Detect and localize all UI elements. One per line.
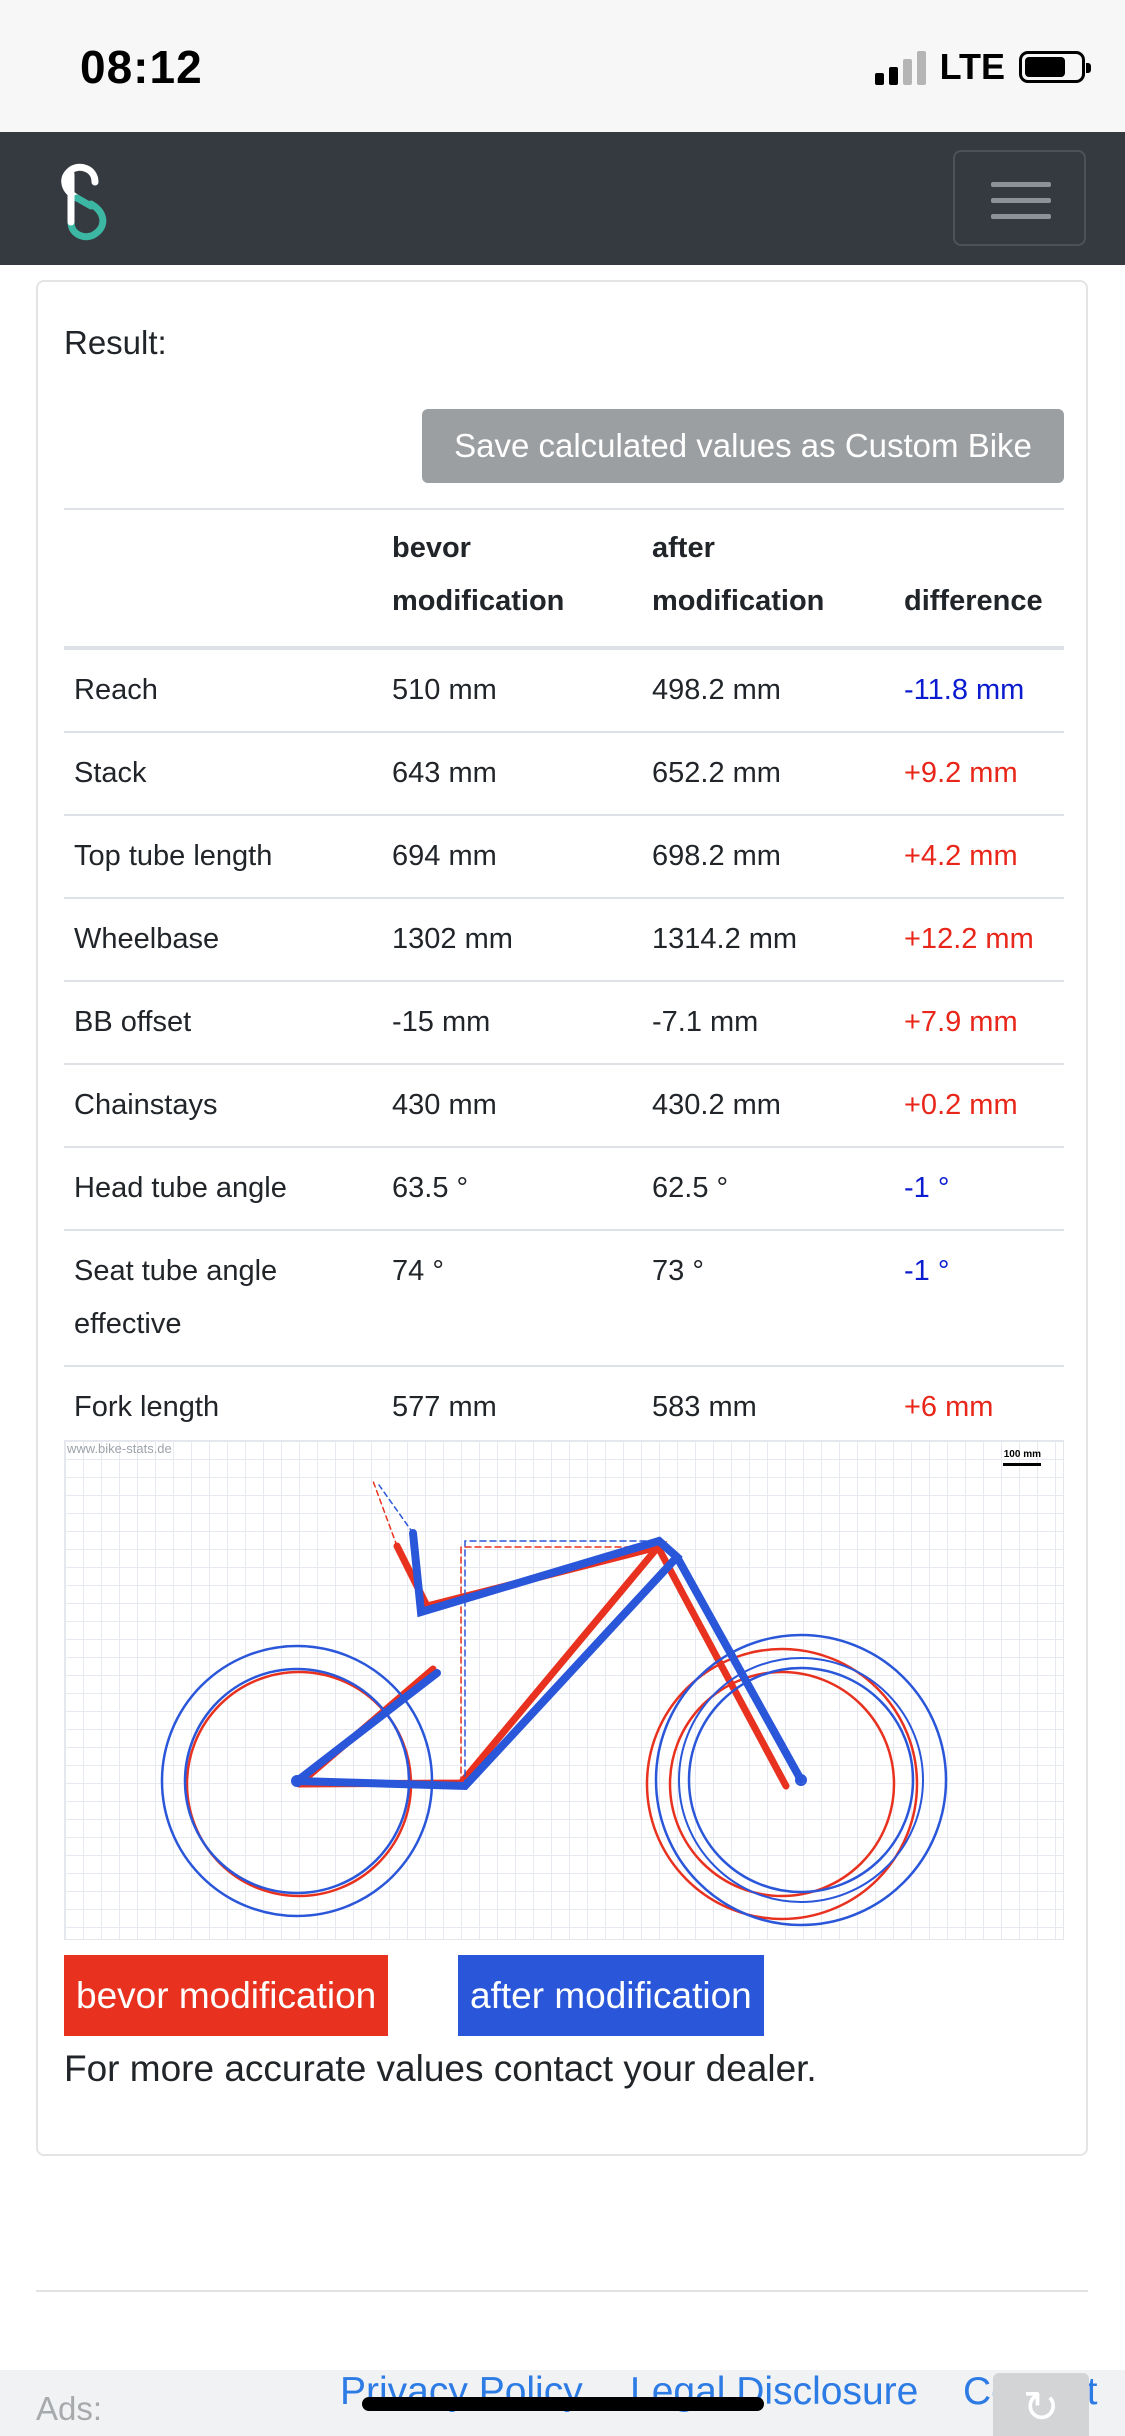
row-before-cell: 74 ° bbox=[382, 1229, 642, 1366]
hamburger-icon-line bbox=[991, 214, 1051, 219]
table-row: Reach 510 mm 498.2 mm -11.8 mm bbox=[64, 648, 1064, 732]
front-wheel-outer-after bbox=[654, 1633, 948, 1927]
frame-lines-before bbox=[295, 1540, 668, 1788]
row-difference-cell: +4.2 mm bbox=[894, 814, 1064, 898]
table-header-after: after modification bbox=[642, 508, 894, 650]
table-row: Top tube length 694 mm 698.2 mm +4.2 mm bbox=[64, 814, 1064, 898]
hamburger-icon-line bbox=[991, 198, 1051, 203]
reload-icon[interactable]: ↻ bbox=[993, 2372, 1089, 2436]
rear-axle-after bbox=[291, 1775, 303, 1787]
row-difference-cell: +9.2 mm bbox=[894, 731, 1064, 815]
row-label-cell: Top tube length bbox=[64, 814, 382, 898]
row-after-cell: 498.2 mm bbox=[652, 674, 781, 706]
row-difference-cell: -1 ° bbox=[894, 1146, 1064, 1230]
row-before-cell: 694 mm bbox=[382, 814, 642, 898]
geometry-table: bevor modification after modification di… bbox=[64, 508, 1064, 1448]
dealer-note: For more accurate values contact your de… bbox=[64, 2048, 817, 2089]
scale-bar bbox=[1003, 1463, 1041, 1466]
row-label-cell: Reach bbox=[74, 674, 158, 706]
legend-after: after modification bbox=[458, 1955, 764, 2036]
table-header-row: bevor modification after modification di… bbox=[64, 508, 1064, 650]
front-wheel-outer-before bbox=[645, 1647, 919, 1921]
row-label-cell: Head tube angle bbox=[64, 1146, 382, 1230]
status-time: 08:12 bbox=[80, 41, 203, 93]
row-label-cell: Wheelbase bbox=[64, 897, 382, 981]
seatstay-after bbox=[293, 1669, 441, 1785]
ads-label: Ads: bbox=[36, 2390, 103, 2427]
row-after-cell: 583 mm bbox=[642, 1365, 894, 1448]
scale-label: 100 mm bbox=[1003, 1449, 1041, 1460]
table-header-before: bevor modification bbox=[382, 508, 642, 650]
menu-toggle-button[interactable] bbox=[953, 150, 1086, 246]
table-row: BB offset -15 mm -7.1 mm +7.9 mm bbox=[64, 980, 1064, 1064]
drawing-watermark: www.bike-stats.de bbox=[67, 1441, 172, 1456]
stack-reach-before bbox=[460, 1546, 659, 1784]
hamburger-icon bbox=[991, 182, 1051, 187]
seat-extension-after bbox=[378, 1484, 414, 1534]
row-after-cell: -7.1 mm bbox=[642, 980, 894, 1064]
row-before-cell: 63.5 ° bbox=[382, 1146, 642, 1230]
status-indicators: LTE bbox=[874, 46, 1091, 88]
row-before-cell: 643 mm bbox=[382, 731, 642, 815]
row-before-cell: 577 mm bbox=[382, 1365, 642, 1448]
save-custom-bike-button[interactable]: Save calculated values as Custom Bike bbox=[422, 409, 1064, 483]
status-bar: 08:12 LTE bbox=[0, 0, 1125, 132]
table-row: Head tube angle 63.5 ° 62.5 ° -1 ° bbox=[64, 1146, 1064, 1230]
row-after-cell: 652.2 mm bbox=[642, 731, 894, 815]
divider bbox=[36, 2290, 1088, 2292]
signal-icon bbox=[874, 49, 926, 85]
row-before-cell: 510 mm bbox=[392, 674, 497, 706]
network-label: LTE bbox=[939, 46, 1005, 87]
row-before-cell: 1302 mm bbox=[382, 897, 642, 981]
row-after-cell: 698.2 mm bbox=[642, 814, 894, 898]
frame-before bbox=[185, 1480, 919, 1921]
row-label-cell: Chainstays bbox=[64, 1063, 382, 1147]
front-wheel-inner-after bbox=[687, 1666, 915, 1894]
row-label-cell: Fork length bbox=[64, 1365, 382, 1448]
result-title: Result: bbox=[64, 324, 167, 361]
table-header-label bbox=[64, 508, 382, 650]
front-axle-after bbox=[795, 1774, 807, 1786]
row-before-cell: 430 mm bbox=[382, 1063, 642, 1147]
stack-reach-after bbox=[464, 1540, 660, 1787]
row-label-cell: Stack bbox=[64, 731, 382, 815]
row-after-cell: 73 ° bbox=[642, 1229, 894, 1366]
row-difference-cell: +7.9 mm bbox=[894, 980, 1064, 1064]
table-row: Fork length 577 mm 583 mm +6 mm bbox=[64, 1365, 1064, 1448]
result-card: Result: Save calculated values as Custom… bbox=[36, 280, 1088, 2156]
top-navbar bbox=[0, 132, 1125, 265]
row-difference-cell: +6 mm bbox=[894, 1365, 1064, 1448]
rear-wheel-outer-after bbox=[160, 1644, 434, 1918]
fork-after bbox=[655, 1537, 805, 1784]
bike-geometry-svg bbox=[160, 1480, 948, 1927]
seat-extension-before bbox=[372, 1480, 398, 1547]
row-difference-cell: -11.8 mm bbox=[904, 674, 1025, 706]
table-row: Wheelbase 1302 mm 1314.2 mm +12.2 mm bbox=[64, 897, 1064, 981]
row-label-cell: Seat tube angle effective bbox=[64, 1229, 382, 1366]
table-row: Chainstays 430 mm 430.2 mm +0.2 mm bbox=[64, 1063, 1064, 1147]
row-difference-cell: -1 ° bbox=[894, 1229, 1064, 1366]
table-header-difference: difference bbox=[894, 508, 1064, 650]
home-indicator[interactable] bbox=[362, 2397, 764, 2411]
front-wheel-mid-after bbox=[678, 1657, 924, 1903]
bike-geometry-drawing: www.bike-stats.de 100 mm bbox=[64, 1440, 1064, 1940]
table-row: Seat tube angle effective 74 ° 73 ° -1 ° bbox=[64, 1229, 1064, 1366]
battery-icon bbox=[1019, 51, 1091, 83]
row-after-cell: 430.2 mm bbox=[642, 1063, 894, 1147]
fork-before bbox=[654, 1543, 790, 1790]
table-row: Stack 643 mm 652.2 mm +9.2 mm bbox=[64, 731, 1064, 815]
row-difference-cell: +0.2 mm bbox=[894, 1063, 1064, 1147]
bike-stats-logo-icon[interactable] bbox=[55, 160, 115, 244]
row-label-cell: BB offset bbox=[64, 980, 382, 1064]
row-after-cell: 62.5 ° bbox=[642, 1146, 894, 1230]
front-wheel-inner-before bbox=[668, 1670, 896, 1898]
row-difference-cell: +12.2 mm bbox=[894, 897, 1064, 981]
row-after-cell: 1314.2 mm bbox=[642, 897, 894, 981]
row-before-cell: -15 mm bbox=[382, 980, 642, 1064]
frame-after bbox=[160, 1484, 948, 1927]
legend-before: bevor modification bbox=[64, 1955, 389, 2036]
